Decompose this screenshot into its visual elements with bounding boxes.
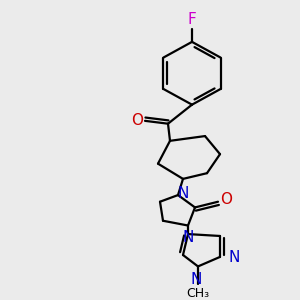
Text: N: N	[182, 230, 194, 245]
Text: F: F	[188, 12, 196, 27]
Text: N: N	[177, 185, 189, 200]
Text: O: O	[220, 192, 232, 207]
Text: N: N	[228, 250, 239, 266]
Text: O: O	[131, 113, 143, 128]
Text: CH₃: CH₃	[186, 287, 210, 300]
Text: N: N	[190, 272, 202, 287]
